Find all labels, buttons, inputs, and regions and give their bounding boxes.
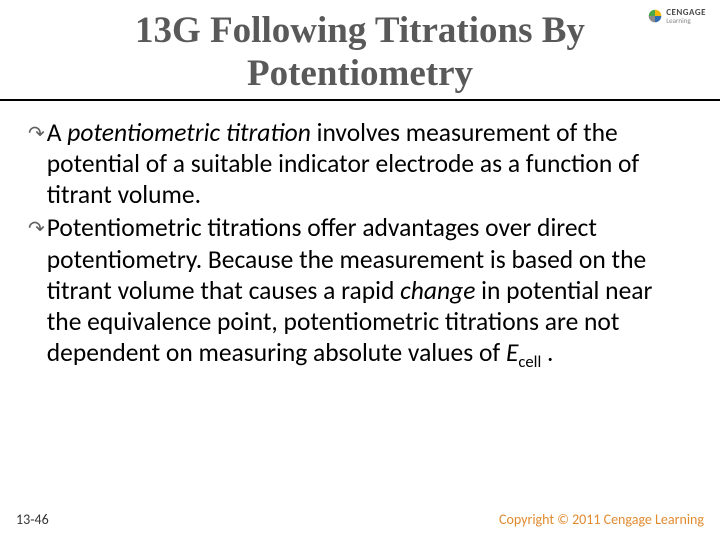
bullet-icon: ↷ [28,212,45,246]
title-region: 13G Following Titrations By Potentiometr… [0,0,720,101]
brand-logo: CENGAGE Learning [648,8,706,24]
body-content: ↷ A potentiometric titration involves me… [0,101,720,372]
text-run: . [541,337,553,368]
slide: CENGAGE Learning 13G Following Titration… [0,0,720,540]
bullet-text-1: A potentiometric titration involves meas… [47,117,692,210]
bullet-text-2: Potentiometric titrations offer advantag… [47,212,692,372]
logo-sub: Learning [666,17,706,24]
logo-text: CENGAGE Learning [666,8,706,24]
bullet-icon: ↷ [28,117,45,151]
text-run-italic: potentiometric titration [67,117,311,148]
logo-mark-icon [648,9,662,23]
slide-number: 13-46 [16,511,49,528]
page-title: 13G Following Titrations By Potentiometr… [40,10,680,95]
copyright: Copyright © 2011 Cengage Learning [499,511,704,528]
text-run-subscript: cell [518,352,541,372]
text-run-var: E [506,337,518,368]
list-item: ↷ Potentiometric titrations offer advant… [28,212,692,372]
list-item: ↷ A potentiometric titration involves me… [28,117,692,210]
text-run: A [47,117,68,148]
text-run-italic: change [400,275,475,306]
